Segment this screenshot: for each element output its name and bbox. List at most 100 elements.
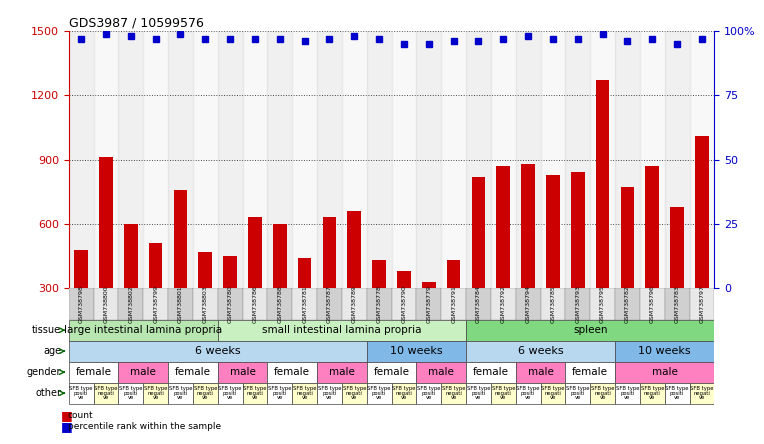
Bar bbox=[367, 31, 392, 288]
Text: SFB type
negati
ve: SFB type negati ve bbox=[442, 386, 465, 400]
Text: SFB type
positi
ve: SFB type positi ve bbox=[70, 386, 93, 400]
FancyBboxPatch shape bbox=[392, 383, 416, 404]
Bar bbox=[342, 31, 367, 288]
FancyBboxPatch shape bbox=[591, 288, 615, 320]
FancyBboxPatch shape bbox=[615, 383, 640, 404]
Bar bbox=[248, 218, 262, 353]
FancyBboxPatch shape bbox=[193, 288, 218, 320]
FancyBboxPatch shape bbox=[267, 362, 317, 383]
Text: small intestinal lamina propria: small intestinal lamina propria bbox=[262, 325, 422, 335]
Text: ■: ■ bbox=[61, 408, 73, 422]
FancyBboxPatch shape bbox=[416, 288, 442, 320]
Bar bbox=[665, 31, 690, 288]
Bar bbox=[447, 260, 461, 353]
FancyBboxPatch shape bbox=[516, 288, 541, 320]
Text: GSM738792: GSM738792 bbox=[500, 285, 506, 323]
Text: age: age bbox=[44, 346, 61, 356]
Bar bbox=[416, 31, 442, 288]
Text: GSM738778: GSM738778 bbox=[377, 285, 382, 323]
Text: GSM738779: GSM738779 bbox=[426, 285, 432, 323]
FancyBboxPatch shape bbox=[243, 288, 267, 320]
Bar bbox=[620, 187, 634, 353]
FancyBboxPatch shape bbox=[267, 383, 293, 404]
Bar bbox=[471, 177, 485, 353]
FancyBboxPatch shape bbox=[118, 362, 168, 383]
Text: count: count bbox=[67, 411, 93, 420]
Text: spleen: spleen bbox=[573, 325, 607, 335]
Text: SFB type
negati
ve: SFB type negati ve bbox=[541, 386, 565, 400]
FancyBboxPatch shape bbox=[168, 362, 218, 383]
Text: tissue: tissue bbox=[32, 325, 61, 335]
Bar bbox=[541, 31, 565, 288]
FancyBboxPatch shape bbox=[442, 383, 466, 404]
Text: male: male bbox=[528, 367, 553, 377]
Text: percentile rank within the sample: percentile rank within the sample bbox=[67, 422, 221, 431]
Text: SFB type
negati
ve: SFB type negati ve bbox=[690, 386, 714, 400]
Text: SFB type
positi
ve: SFB type positi ve bbox=[268, 386, 292, 400]
Bar bbox=[317, 31, 342, 288]
Text: SFB type
positi
ve: SFB type positi ve bbox=[169, 386, 193, 400]
FancyBboxPatch shape bbox=[293, 288, 317, 320]
Text: SFB type
negati
ve: SFB type negati ve bbox=[591, 386, 614, 400]
Text: GDS3987 / 10599576: GDS3987 / 10599576 bbox=[69, 17, 204, 30]
FancyBboxPatch shape bbox=[541, 288, 565, 320]
FancyBboxPatch shape bbox=[367, 288, 392, 320]
Text: gender: gender bbox=[27, 367, 61, 377]
Text: GSM738797: GSM738797 bbox=[699, 285, 704, 323]
Text: GSM738790: GSM738790 bbox=[401, 285, 406, 323]
FancyBboxPatch shape bbox=[466, 362, 516, 383]
FancyBboxPatch shape bbox=[565, 362, 615, 383]
FancyBboxPatch shape bbox=[168, 288, 193, 320]
FancyBboxPatch shape bbox=[565, 288, 591, 320]
Bar bbox=[571, 172, 584, 353]
Bar bbox=[516, 31, 541, 288]
Bar bbox=[293, 31, 317, 288]
Bar bbox=[422, 282, 435, 353]
Bar bbox=[267, 31, 293, 288]
FancyBboxPatch shape bbox=[466, 341, 615, 362]
Bar bbox=[99, 158, 113, 353]
FancyBboxPatch shape bbox=[416, 362, 466, 383]
FancyBboxPatch shape bbox=[392, 288, 416, 320]
Text: GSM738789: GSM738789 bbox=[351, 285, 357, 323]
Text: GSM738785: GSM738785 bbox=[550, 285, 555, 323]
FancyBboxPatch shape bbox=[466, 288, 491, 320]
Text: GSM738781: GSM738781 bbox=[302, 285, 307, 323]
Text: GSM738782: GSM738782 bbox=[625, 285, 630, 323]
FancyBboxPatch shape bbox=[615, 288, 640, 320]
FancyBboxPatch shape bbox=[94, 288, 118, 320]
Text: GSM738787: GSM738787 bbox=[327, 285, 332, 323]
FancyBboxPatch shape bbox=[615, 362, 714, 383]
Text: SFB type
negati
ve: SFB type negati ve bbox=[392, 386, 416, 400]
Text: GSM738795: GSM738795 bbox=[600, 285, 605, 323]
FancyBboxPatch shape bbox=[416, 383, 442, 404]
Text: GSM738784: GSM738784 bbox=[476, 285, 481, 323]
Text: female: female bbox=[175, 367, 211, 377]
Text: GSM738803: GSM738803 bbox=[202, 285, 208, 323]
Text: GSM738788: GSM738788 bbox=[277, 285, 283, 323]
Text: GSM738801: GSM738801 bbox=[178, 285, 183, 323]
FancyBboxPatch shape bbox=[466, 320, 714, 341]
Bar bbox=[670, 207, 684, 353]
FancyBboxPatch shape bbox=[317, 362, 367, 383]
Text: SFB type
positi
ve: SFB type positi ve bbox=[417, 386, 441, 400]
FancyBboxPatch shape bbox=[69, 341, 367, 362]
Text: GSM738793: GSM738793 bbox=[575, 285, 581, 323]
Bar bbox=[491, 31, 516, 288]
FancyBboxPatch shape bbox=[466, 383, 491, 404]
FancyBboxPatch shape bbox=[317, 288, 342, 320]
Bar bbox=[118, 31, 144, 288]
Text: 6 weeks: 6 weeks bbox=[195, 346, 241, 356]
Bar bbox=[640, 31, 665, 288]
Bar bbox=[273, 224, 286, 353]
FancyBboxPatch shape bbox=[565, 383, 591, 404]
Bar bbox=[397, 271, 411, 353]
FancyBboxPatch shape bbox=[516, 362, 565, 383]
FancyBboxPatch shape bbox=[342, 288, 367, 320]
Bar bbox=[646, 166, 659, 353]
Bar bbox=[596, 80, 610, 353]
Text: GSM738786: GSM738786 bbox=[252, 285, 257, 323]
FancyBboxPatch shape bbox=[640, 383, 665, 404]
Bar bbox=[497, 166, 510, 353]
Bar bbox=[372, 260, 386, 353]
